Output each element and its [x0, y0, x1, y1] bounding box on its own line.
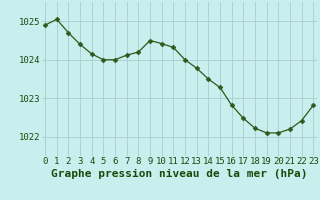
X-axis label: Graphe pression niveau de la mer (hPa): Graphe pression niveau de la mer (hPa) — [51, 169, 308, 179]
